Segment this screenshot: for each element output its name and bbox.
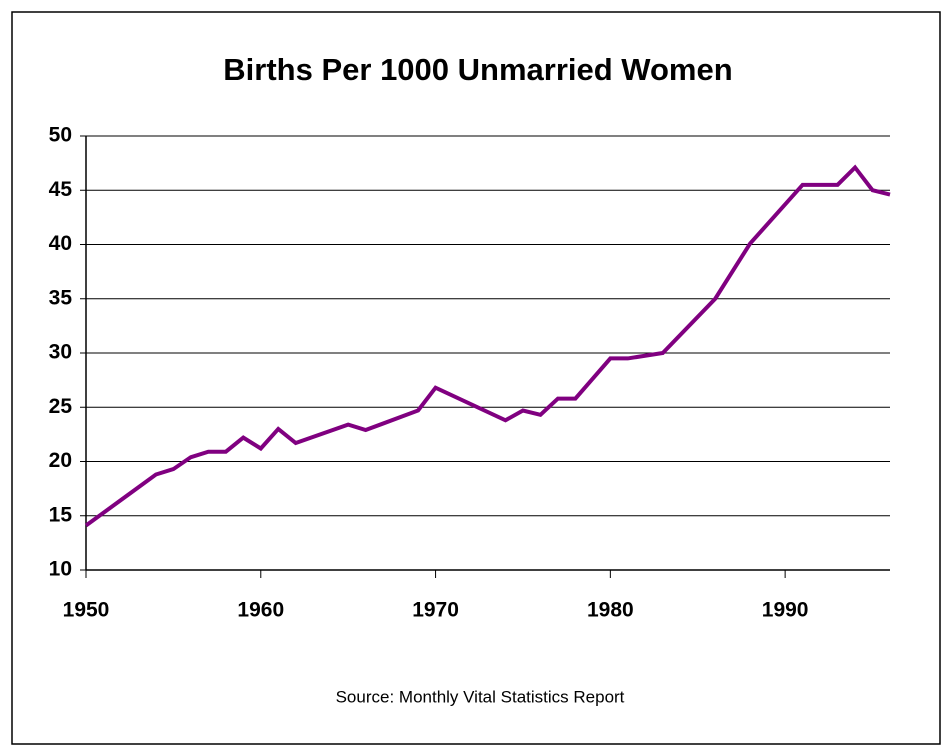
y-tick-label: 10 (49, 558, 72, 581)
y-tick-label: 30 (49, 341, 72, 364)
x-tick-label: 1960 (237, 599, 284, 622)
frame (11, 11, 941, 745)
y-tick-label: 15 (49, 503, 73, 526)
y-tick-label: 50 (49, 124, 72, 147)
chart-title: Births Per 1000 Unmarried Women (223, 52, 732, 87)
y-tick-label: 40 (49, 232, 72, 255)
y-tick-label: 25 (49, 395, 73, 418)
x-tick-label: 1970 (412, 599, 459, 622)
y-tick-label: 20 (49, 449, 72, 472)
y-tick-label: 45 (49, 178, 73, 201)
x-tick-label: 1950 (63, 599, 110, 622)
data-line (84, 164, 891, 528)
x-tick-label: 1990 (762, 599, 809, 622)
y-tick-label: 35 (49, 286, 73, 309)
x-tick-label: 1980 (587, 599, 634, 622)
source-note: Source: Monthly Vital Statistics Report (336, 687, 625, 706)
